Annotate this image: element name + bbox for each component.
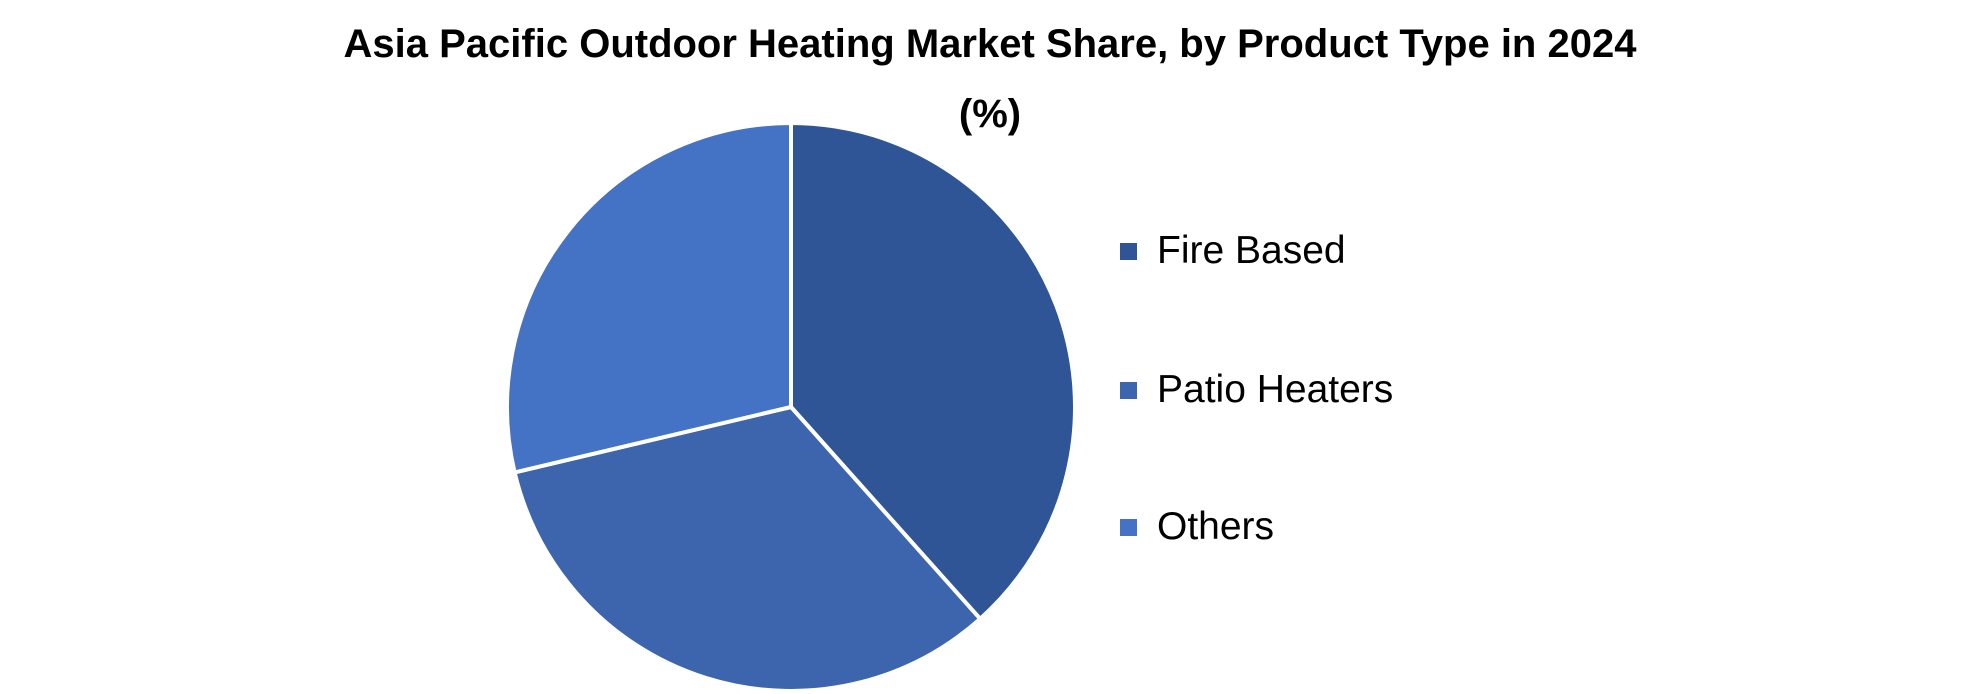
legend-item-others: Others	[1120, 505, 1275, 548]
legend-item-fire-based: Fire Based	[1120, 229, 1346, 272]
legend-label: Fire Based	[1157, 229, 1346, 272]
pie-slice-others	[505, 121, 793, 475]
chart-subtitle: (%)	[958, 92, 1022, 136]
legend-swatch	[1120, 518, 1137, 536]
chart-title: Asia Pacific Outdoor Heating Market Shar…	[343, 22, 1637, 66]
legend-item-patio-heaters: Patio Heaters	[1120, 368, 1394, 411]
legend-swatch	[1120, 242, 1137, 260]
legend-label: Others	[1157, 505, 1275, 548]
pie-slice-fire-based	[789, 121, 1077, 621]
legend-label: Patio Heaters	[1157, 368, 1394, 411]
pie-slice-patio-heaters	[512, 405, 983, 693]
legend-swatch	[1120, 381, 1137, 399]
